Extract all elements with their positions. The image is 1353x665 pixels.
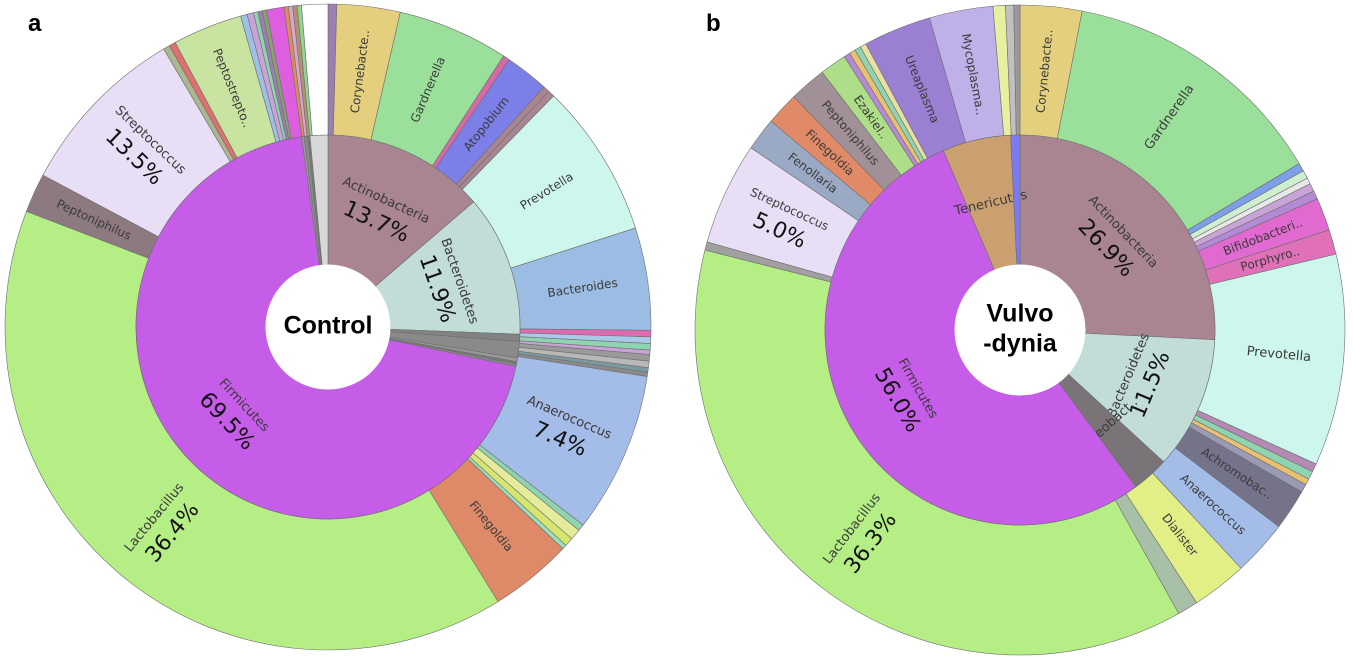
center-title-line: Control bbox=[284, 312, 373, 340]
center-hole bbox=[265, 264, 391, 390]
center-title-line: -dynia bbox=[983, 330, 1058, 358]
panel-label-b: b bbox=[706, 10, 721, 37]
center-title-line: Vulvo bbox=[986, 300, 1053, 328]
panel-label-a: a bbox=[28, 10, 42, 37]
center-hole bbox=[954, 264, 1086, 396]
sunburst-b: Corynebacte..GardnerellaBifidobacteri..P… bbox=[694, 4, 1346, 656]
sunburst-a: Corynebacte.. Gardnerella AtopobiumPrevote… bbox=[4, 3, 652, 651]
prevotella-label: Prevotella bbox=[1246, 344, 1312, 365]
